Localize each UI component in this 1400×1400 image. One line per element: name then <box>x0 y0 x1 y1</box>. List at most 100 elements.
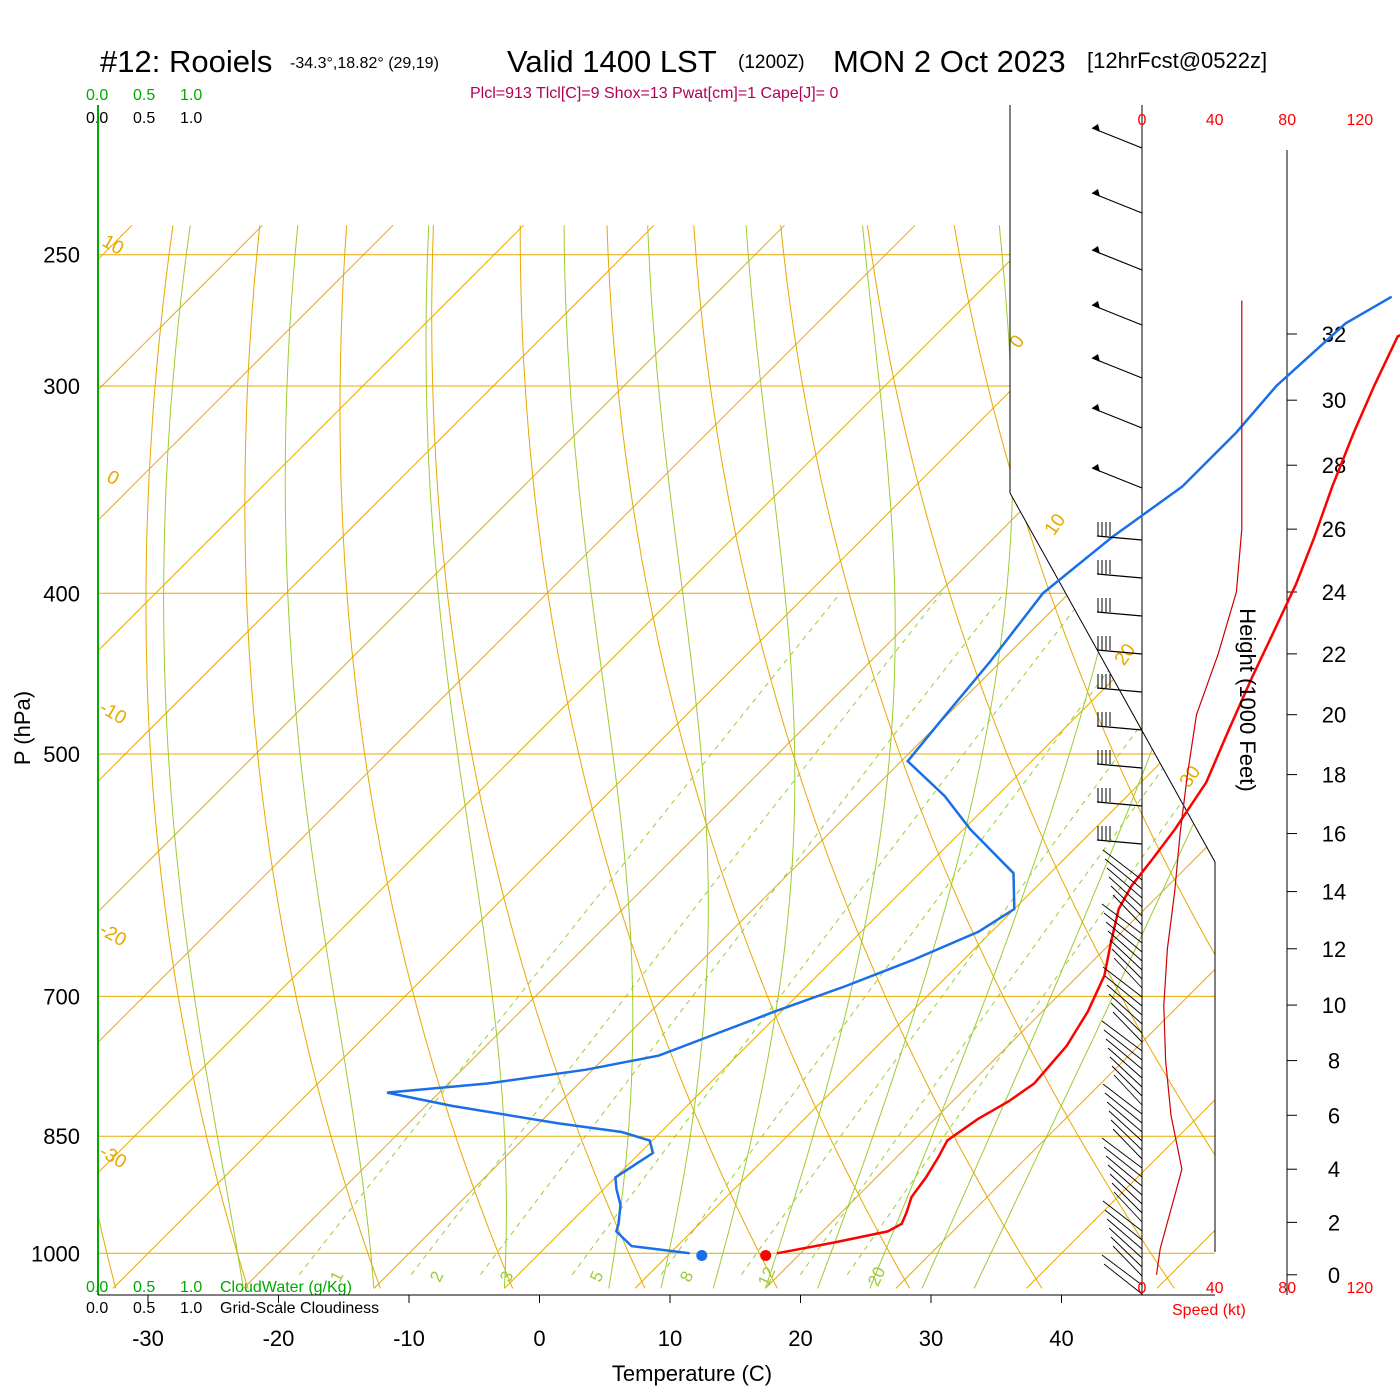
wind-barb <box>1096 839 1143 845</box>
background-lines <box>98 224 1400 1289</box>
wind-barb <box>1110 1236 1143 1268</box>
station-title: #12: Rooiels <box>100 44 272 79</box>
wind-barb <box>1096 725 1143 731</box>
x-tick-label: 10 <box>658 1326 682 1351</box>
wind-barb <box>1106 1101 1143 1133</box>
isotherm-line <box>98 224 263 1289</box>
isotherm-line <box>634 224 1215 1289</box>
isotherm-label: -10 <box>96 697 130 729</box>
mixing-ratio-labels: 1 2 3 5 8 12 20 <box>326 1264 889 1289</box>
wind-barb <box>1104 1092 1143 1124</box>
y-axis-title: P (hPa) <box>10 691 35 765</box>
wind-barb <box>1104 1209 1143 1241</box>
wind-barb <box>1109 1173 1143 1205</box>
wind-barb <box>1096 611 1143 617</box>
moist-adiabat-line <box>817 225 1014 1289</box>
wind-barb <box>1109 939 1143 971</box>
wind-barb-flag <box>1092 404 1100 412</box>
wind-barb <box>1109 1056 1143 1088</box>
axes: -30 -20 -10 0 10 20 30 402503004005007008501000… <box>31 243 1346 1351</box>
wind-barb <box>1113 957 1143 989</box>
height-tick-label: 22 <box>1322 642 1346 667</box>
cloudiness-label: Grid-Scale Cloudiness <box>220 1300 379 1317</box>
height-tick-label: 6 <box>1328 1103 1340 1128</box>
scale-label: 1.0 <box>180 1300 202 1317</box>
forecast-date: MON 2 Oct 2023 <box>833 44 1066 79</box>
plot-frame <box>97 105 1288 1296</box>
x-tick-label: 40 <box>1049 1326 1073 1351</box>
wind-barb <box>1106 867 1143 899</box>
dry-adiabat-line <box>1301 225 1400 1288</box>
speed-tick-label-top: 0 <box>1138 112 1147 129</box>
mixing-ratio-label: 3 <box>496 1268 517 1285</box>
wind-barb <box>1110 1119 1143 1151</box>
scale-label: 0.5 <box>133 110 155 127</box>
wind-barb <box>1108 876 1143 908</box>
dry-adiabat-line <box>693 225 1043 1289</box>
wind-barb <box>1111 1182 1143 1214</box>
moist-adiabat-line <box>425 225 507 1289</box>
wind-barb <box>1103 1146 1143 1178</box>
surface-temperature-dot <box>760 1249 772 1261</box>
y-tick-label: 1000 <box>31 1241 80 1266</box>
speed-tick-label-top: 80 <box>1278 112 1296 129</box>
scale-label: 0.0 <box>86 1300 108 1317</box>
isotherm-line <box>504 224 1215 1289</box>
dry-adiabat-line <box>431 225 646 1289</box>
dry-adiabat-line <box>780 225 1175 1289</box>
isotherm-label: 20 <box>1111 640 1140 669</box>
wind-barb <box>1101 1137 1143 1169</box>
wind-barb <box>1103 1029 1143 1061</box>
isotherm-line <box>765 224 1215 1289</box>
isotherm-line <box>98 224 785 1289</box>
speed-tick-label-bottom: 80 <box>1278 1280 1296 1297</box>
wind-barb <box>1112 1128 1143 1160</box>
height-tick-label: 14 <box>1322 880 1346 905</box>
wind-barb-flag <box>1092 189 1100 197</box>
wind-barb <box>1112 894 1143 926</box>
height-tick-label: 18 <box>1322 763 1346 788</box>
wind-barb <box>1102 849 1143 881</box>
wind-barb <box>1096 535 1143 541</box>
isotherm-line <box>98 224 524 1289</box>
wind-barb <box>1105 1155 1143 1187</box>
wind-barb-flag <box>1092 301 1100 309</box>
wind-barb <box>1096 801 1143 807</box>
moist-adiabat-line <box>563 225 634 1289</box>
wind-barb <box>1104 975 1143 1007</box>
x-tick-label: -10 <box>393 1326 425 1351</box>
mixing-ratio-line <box>480 592 1005 1275</box>
wind-barb <box>1101 1254 1143 1286</box>
right-frame-line <box>1009 105 1216 1252</box>
wind-barb <box>1112 1011 1143 1043</box>
wind-barb <box>1091 127 1143 149</box>
x-axis-title: Temperature (C) <box>612 1361 772 1386</box>
dry-adiabat-line <box>519 225 778 1289</box>
dewpoint-line <box>386 295 1393 1255</box>
wind-barb <box>1111 948 1143 980</box>
moist-adiabat-line <box>764 225 896 1289</box>
dry-adiabat-line <box>1040 225 1215 1289</box>
scale-label: 0.0 <box>86 87 108 104</box>
y-tick-label: 250 <box>43 243 80 268</box>
y-tick-label: 500 <box>43 742 80 767</box>
wind-barb <box>1103 1263 1143 1295</box>
moist-adiabat-line <box>647 225 709 1289</box>
height-axis-title: Height (1000 Feet) <box>1235 608 1260 791</box>
scale-label: 1.0 <box>180 1279 202 1296</box>
wind-barb <box>1096 763 1143 769</box>
isotherm-line <box>243 224 1215 1289</box>
station-coords: -34.3°,18.82° (29,19) <box>290 55 439 72</box>
wind-barb <box>1107 1047 1143 1079</box>
x-tick-label: 0 <box>533 1326 545 1351</box>
wind-barb <box>1106 984 1143 1016</box>
mixing-ratio-line <box>741 593 1215 1275</box>
x-tick-label: 20 <box>788 1326 812 1351</box>
height-tick-label: 20 <box>1322 703 1346 728</box>
forecast-run: [12hrFcst@0522z] <box>1087 48 1267 73</box>
speed-tick-label-bottom: 0 <box>1138 1280 1147 1297</box>
wind-barb <box>1101 903 1143 935</box>
moist-adiabat-line <box>712 225 796 1289</box>
wind-barb <box>1091 357 1143 379</box>
